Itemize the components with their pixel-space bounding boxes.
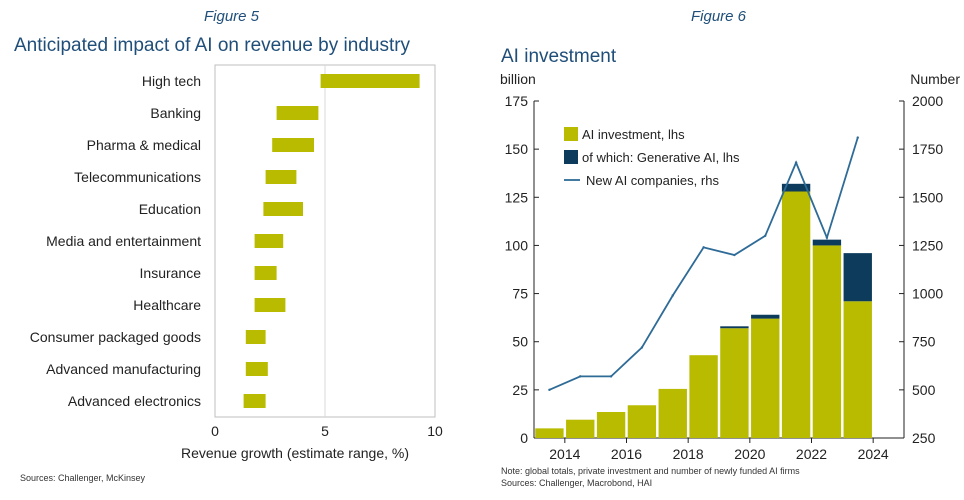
x-tick-label: 2016: [611, 446, 642, 462]
x-tick-label: 5: [321, 423, 329, 439]
investment-bar-2023: [843, 301, 872, 438]
investment-bar-2019: [720, 328, 749, 438]
category-label: Healthcare: [133, 297, 201, 313]
investment-bar-2020: [751, 318, 780, 438]
range-bar-0: [320, 74, 420, 88]
left-tick-label: 100: [505, 237, 529, 253]
right-tick-label: 250: [912, 430, 936, 446]
left-tick-label: 75: [512, 286, 528, 302]
range-bar-7: [254, 298, 286, 312]
left-tick-label: 50: [512, 334, 528, 350]
category-label: Insurance: [140, 265, 202, 281]
left-axis-unit: billion: [500, 71, 536, 87]
investment-bar-2015: [596, 412, 626, 438]
investment-bar-2022: [812, 245, 842, 438]
figure5-title: Anticipated impact of AI on revenue by i…: [14, 35, 411, 56]
x-tick-label: 2014: [549, 446, 580, 462]
new-companies-point-2015: [609, 375, 613, 378]
x-tick-label: 2022: [796, 446, 827, 462]
industry-impact-chart: High tech Banking Pharma & medical Telecomm…: [30, 64, 443, 461]
left-tick-label: 25: [512, 382, 528, 398]
left-tick-label: 175: [505, 93, 529, 109]
category-label: High tech: [142, 73, 201, 89]
range-bar-10: [243, 394, 266, 408]
x-tick-label: 10: [427, 423, 443, 439]
category-label: Media and entertainment: [46, 233, 201, 249]
left-tick-label: 125: [505, 189, 529, 205]
legend-swatch-investment: [564, 127, 578, 141]
investment-bar-2021: [781, 191, 811, 438]
figure6-note: Note: global totals, private investment …: [501, 466, 800, 476]
ai-investment-chart: billion Number 0 25 50 75 100 125 150 175 250 500 75…: [500, 71, 960, 462]
range-bar-6: [254, 266, 277, 280]
investment-bar-2017: [658, 388, 687, 438]
new-companies-point-2023: [856, 136, 859, 139]
new-companies-point-2018: [702, 246, 705, 249]
category-label: Advanced manufacturing: [46, 361, 201, 377]
generative-ai-bar-2020: [751, 314, 780, 319]
generative-ai-bar-2023: [843, 253, 872, 302]
range-bar-8: [245, 330, 266, 344]
right-tick-label: 1750: [912, 141, 943, 157]
left-tick-label: 150: [505, 141, 529, 157]
range-bar-3: [265, 170, 297, 184]
right-tick-label: 2000: [912, 93, 943, 109]
new-companies-point-2014: [579, 375, 582, 378]
right-tick-label: 500: [912, 382, 936, 398]
investment-bar-2014: [566, 419, 595, 438]
category-label: Advanced electronics: [68, 393, 201, 409]
investment-bar-2016: [627, 405, 657, 438]
right-tick-label: 1000: [912, 286, 943, 302]
right-tick-label: 1500: [912, 189, 943, 205]
range-bar-4: [263, 202, 303, 216]
new-companies-point-2017: [671, 294, 674, 297]
category-label: Banking: [150, 105, 201, 121]
legend-label-companies: New AI companies, rhs: [586, 173, 719, 188]
right-tick-label: 1250: [912, 237, 943, 253]
figure5-source: Sources: Challenger, McKinsey: [20, 473, 146, 483]
right-axis-unit: Number: [910, 71, 960, 87]
generative-ai-bar-2019: [720, 326, 749, 329]
investment-bar-2013: [535, 428, 564, 438]
new-companies-point-2020: [764, 234, 767, 237]
legend-swatch-generative: [564, 150, 578, 164]
left-tick-label: 0: [520, 430, 528, 446]
range-bar-1: [276, 106, 319, 120]
figure6-title: AI investment: [501, 46, 617, 67]
category-label: Telecommunications: [74, 169, 201, 185]
range-bar-9: [245, 362, 268, 376]
new-companies-point-2021: [794, 161, 798, 164]
legend-label-investment: AI investment, lhs: [582, 127, 685, 142]
legend-label-generative: of which: Generative AI, lhs: [582, 150, 740, 165]
figure6-label: Figure 6: [691, 8, 747, 25]
x-tick-label: 2024: [858, 446, 889, 462]
range-bar-5: [254, 234, 284, 248]
investment-bar-2018: [689, 355, 718, 438]
generative-ai-bar-2022: [812, 239, 842, 246]
x-axis-label: Revenue growth (estimate range, %): [181, 445, 409, 461]
range-bar-2: [272, 138, 314, 152]
category-label: Consumer packaged goods: [30, 329, 201, 345]
figure6-source: Sources: Challenger, Macrobond, HAI: [501, 478, 653, 488]
new-companies-point-2013: [548, 388, 551, 392]
x-tick-label: 2018: [673, 446, 704, 462]
new-companies-point-2019: [733, 253, 736, 257]
x-tick-label: 2020: [734, 446, 765, 462]
category-label: Pharma & medical: [87, 137, 201, 153]
new-companies-point-2016: [640, 346, 644, 349]
x-tick-label: 0: [211, 423, 219, 439]
new-companies-point-2022: [825, 236, 829, 239]
generative-ai-bar-2021: [781, 183, 811, 192]
right-tick-label: 750: [912, 334, 936, 350]
figure5-label: Figure 5: [204, 8, 260, 25]
category-label: Education: [139, 201, 201, 217]
